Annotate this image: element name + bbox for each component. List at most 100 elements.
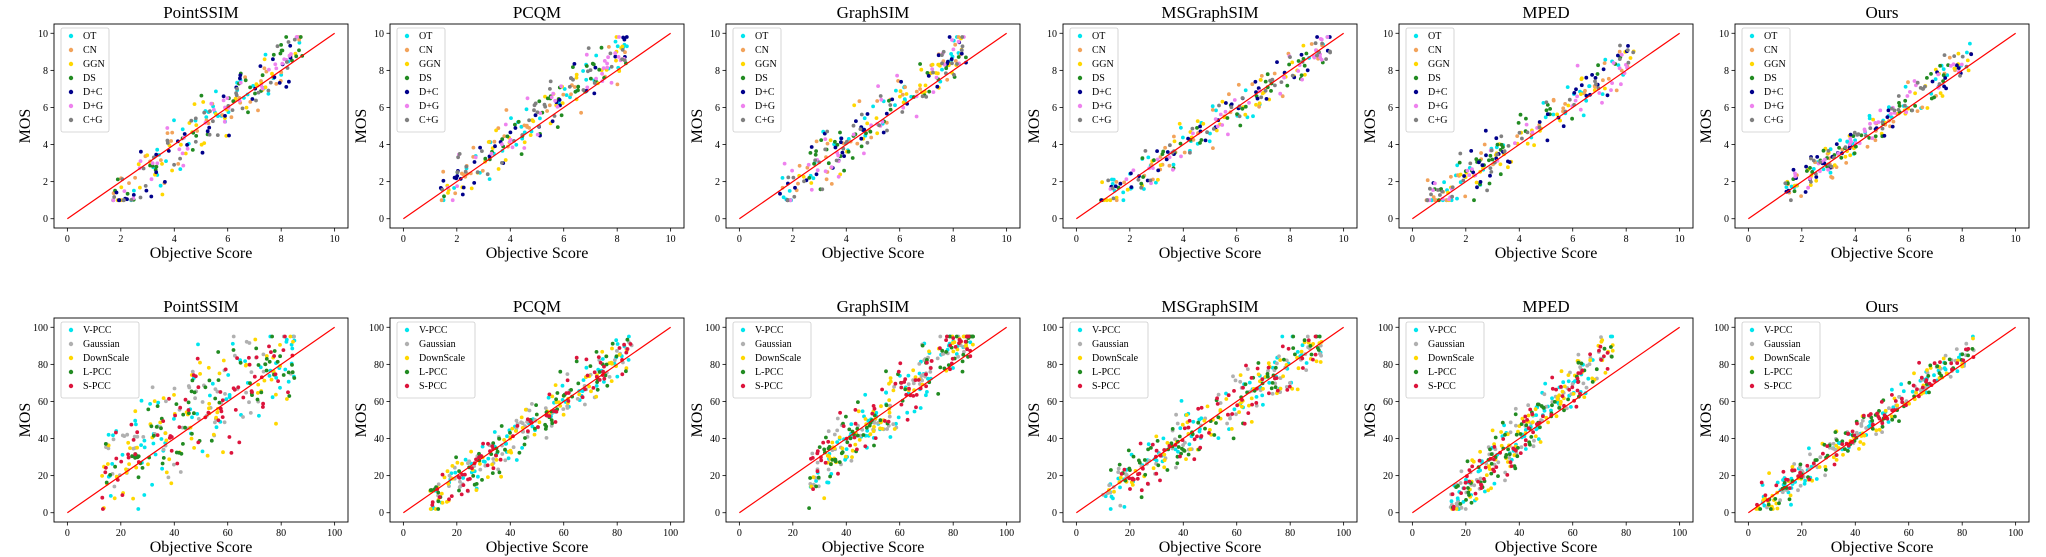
point-s-pcc xyxy=(896,369,901,374)
point-ds xyxy=(842,168,846,173)
point-d-c xyxy=(493,144,497,149)
y-tick-label: 80 xyxy=(710,360,720,371)
point-d-g xyxy=(836,174,841,179)
point-l-pcc xyxy=(625,337,630,342)
point-s-pcc xyxy=(1932,379,1937,383)
point-d-g xyxy=(221,98,226,103)
point-s-pcc xyxy=(437,495,442,499)
y-tick-label: 10 xyxy=(374,29,384,40)
y-axis-label: MOS xyxy=(17,403,34,438)
point-c-g xyxy=(1324,57,1328,61)
legend-label: OT xyxy=(1764,31,1777,42)
point-downscale xyxy=(927,349,931,354)
point-l-pcc xyxy=(1766,502,1771,507)
point-s-pcc xyxy=(1226,393,1231,398)
legend-label: D+G xyxy=(1092,101,1112,112)
point-cn xyxy=(1122,180,1127,185)
point-d-g xyxy=(585,85,590,90)
point-cn xyxy=(1551,97,1556,102)
point-s-pcc xyxy=(1605,367,1610,371)
point-c-g xyxy=(1544,100,1549,105)
point-s-pcc xyxy=(1250,402,1254,407)
point-ds xyxy=(850,156,855,160)
point-d-c xyxy=(1848,132,1853,137)
point-ds xyxy=(1941,79,1945,83)
point-d-g xyxy=(1617,66,1622,71)
point-cn xyxy=(453,191,458,196)
point-ot xyxy=(180,127,185,132)
point-ggn xyxy=(1108,198,1113,203)
legend-label: S-PCC xyxy=(1092,381,1120,392)
point-v-pcc xyxy=(151,441,156,446)
x-tick-label: 100 xyxy=(1672,528,1687,539)
point-downscale xyxy=(888,376,893,380)
x-tick-label: 0 xyxy=(737,528,742,539)
point-ds xyxy=(1897,104,1902,108)
point-d-c xyxy=(117,198,121,203)
point-l-pcc xyxy=(1256,361,1261,365)
y-tick-label: 0 xyxy=(379,508,384,519)
point-s-pcc xyxy=(1501,437,1506,441)
point-ot xyxy=(1887,105,1891,110)
point-v-pcc xyxy=(142,445,147,450)
point-ot xyxy=(1968,41,1972,46)
point-ot xyxy=(1867,113,1872,118)
point-d-c xyxy=(624,35,629,39)
point-v-pcc xyxy=(1261,402,1265,407)
point-c-g xyxy=(920,94,925,99)
point-s-pcc xyxy=(1523,414,1528,419)
point-s-pcc xyxy=(1154,471,1159,476)
point-v-pcc xyxy=(968,340,973,345)
point-l-pcc xyxy=(872,443,876,448)
point-s-pcc xyxy=(914,393,919,397)
point-l-pcc xyxy=(1282,357,1286,362)
y-tick-label: 8 xyxy=(1724,66,1729,77)
point-s-pcc xyxy=(1311,357,1315,362)
point-l-pcc xyxy=(1504,453,1509,457)
point-downscale xyxy=(1205,404,1210,409)
point-l-pcc xyxy=(1512,464,1517,469)
point-c-g xyxy=(464,164,469,169)
point-s-pcc xyxy=(1131,477,1136,482)
legend-label: D+G xyxy=(83,101,103,112)
point-downscale xyxy=(1278,358,1283,362)
point-downscale xyxy=(879,404,883,409)
point-s-pcc xyxy=(1893,399,1898,403)
point-gaussian xyxy=(164,399,168,404)
point-ds xyxy=(597,67,602,72)
y-tick-label: 80 xyxy=(374,360,384,371)
point-downscale xyxy=(1925,368,1929,372)
point-v-pcc xyxy=(1304,361,1309,365)
y-axis-label: MOS xyxy=(353,109,370,144)
legend-label: GGN xyxy=(1764,59,1786,70)
y-tick-label: 4 xyxy=(1052,140,1057,151)
point-ot xyxy=(1251,114,1255,119)
point-downscale xyxy=(1202,418,1207,423)
point-ggn xyxy=(145,153,150,158)
point-downscale xyxy=(1151,466,1156,471)
point-l-pcc xyxy=(1177,434,1182,439)
point-c-g xyxy=(960,44,965,49)
point-s-pcc xyxy=(218,390,223,394)
point-l-pcc xyxy=(604,362,609,367)
legend-marker xyxy=(1077,75,1083,81)
point-downscale xyxy=(519,415,524,420)
point-s-pcc xyxy=(1949,361,1954,366)
point-l-pcc xyxy=(181,412,186,417)
point-d-c xyxy=(884,111,889,116)
point-s-pcc xyxy=(1774,483,1779,488)
legend-label: D+C xyxy=(83,87,103,98)
point-downscale xyxy=(840,446,845,451)
point-ot xyxy=(1121,198,1126,203)
point-v-pcc xyxy=(483,459,487,464)
point-l-pcc xyxy=(263,362,268,367)
legend-marker xyxy=(404,103,410,109)
point-gaussian xyxy=(615,349,619,353)
point-s-pcc xyxy=(1938,360,1942,364)
point-downscale xyxy=(100,474,104,478)
legend-label: DS xyxy=(1764,73,1777,84)
point-ds xyxy=(1596,63,1600,68)
point-l-pcc xyxy=(1170,427,1175,431)
y-axis-label: MOS xyxy=(1362,403,1379,438)
